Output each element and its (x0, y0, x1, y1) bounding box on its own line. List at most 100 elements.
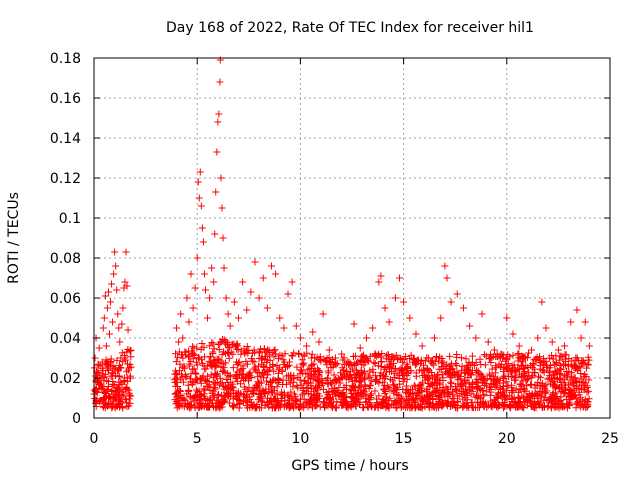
data-point (578, 358, 586, 366)
data-point (306, 396, 314, 404)
data-point (216, 78, 224, 86)
data-point (241, 392, 249, 400)
data-point (508, 384, 516, 392)
data-point (336, 369, 344, 377)
data-point (220, 264, 228, 272)
data-point (186, 392, 194, 400)
data-point (220, 385, 228, 393)
data-point (459, 304, 467, 312)
data-point (528, 346, 536, 354)
data-point (472, 358, 480, 366)
data-point (526, 362, 534, 370)
data-point (315, 356, 323, 364)
data-point (250, 346, 258, 354)
data-point (102, 387, 110, 395)
data-point (375, 278, 383, 286)
data-point (366, 392, 374, 400)
data-point (559, 403, 567, 411)
data-point (497, 354, 505, 362)
y-tick-label: 0.06 (50, 291, 81, 307)
data-point (335, 384, 343, 392)
data-point (485, 370, 493, 378)
data-point (308, 350, 316, 358)
data-point (100, 394, 108, 402)
data-point (370, 359, 378, 367)
data-point (552, 360, 560, 368)
data-point (220, 336, 228, 344)
data-point (103, 360, 111, 368)
data-point (585, 356, 593, 364)
data-point (282, 380, 290, 388)
data-point (99, 324, 107, 332)
data-point (101, 292, 109, 300)
data-point (237, 350, 245, 358)
data-point (225, 344, 233, 352)
data-point (174, 353, 182, 361)
data-point (377, 272, 385, 280)
data-point (179, 378, 187, 386)
data-point (243, 347, 251, 355)
data-point (414, 357, 422, 365)
data-point (304, 390, 312, 398)
data-point (260, 389, 268, 397)
data-point (453, 392, 461, 400)
data-point (515, 394, 523, 402)
data-point (491, 369, 499, 377)
data-point (350, 396, 358, 404)
data-point (325, 346, 333, 354)
data-point (539, 366, 547, 374)
data-point (385, 318, 393, 326)
data-point (539, 357, 547, 365)
data-point (178, 396, 186, 404)
data-point (298, 367, 306, 375)
data-point (101, 370, 109, 378)
data-point (205, 357, 213, 365)
data-point (211, 362, 219, 370)
data-point (540, 382, 548, 390)
data-point (436, 387, 444, 395)
data-point (205, 403, 213, 411)
data-point (425, 375, 433, 383)
data-point (120, 352, 128, 360)
data-point (194, 388, 202, 396)
data-point (390, 388, 398, 396)
data-point (102, 356, 110, 364)
data-point (264, 401, 272, 409)
data-point (293, 363, 301, 371)
data-point (327, 396, 335, 404)
data-point (425, 398, 433, 406)
data-point (478, 310, 486, 318)
data-point (347, 403, 355, 411)
data-point (468, 359, 476, 367)
data-point (184, 402, 192, 410)
data-point (569, 378, 577, 386)
data-point (371, 350, 379, 358)
data-point (108, 280, 116, 288)
data-point (428, 390, 436, 398)
data-point (402, 353, 410, 361)
data-point (233, 374, 241, 382)
data-point (112, 262, 120, 270)
data-point (118, 320, 126, 328)
data-point (379, 372, 387, 380)
data-point (429, 400, 437, 408)
data-point (253, 383, 261, 391)
data-point (298, 403, 306, 411)
data-point (545, 354, 553, 362)
data-point (215, 110, 223, 118)
data-point (443, 400, 451, 408)
data-point (391, 294, 399, 302)
data-point (200, 390, 208, 398)
data-point (511, 368, 519, 376)
data-point (351, 352, 359, 360)
x-tick-label: 0 (90, 431, 99, 447)
data-point (514, 350, 522, 358)
data-point (476, 355, 484, 363)
data-point (119, 304, 127, 312)
data-point (269, 362, 277, 370)
y-axis-tick-labels: 0 0.02 0.04 0.06 0.08 0.1 0.12 0.14 0.16 0.18 (50, 51, 81, 427)
data-point (239, 364, 247, 372)
data-point (359, 403, 367, 411)
data-point (338, 364, 346, 372)
data-point (114, 310, 122, 318)
